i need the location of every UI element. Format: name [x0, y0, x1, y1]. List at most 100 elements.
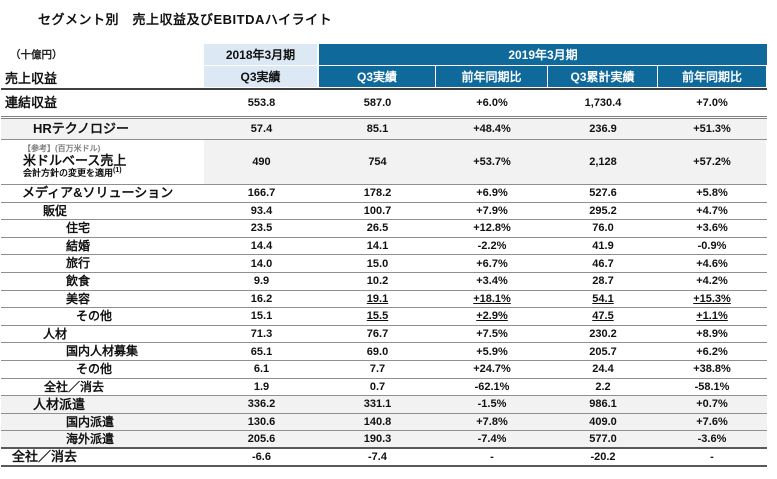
value-cell: 409.0: [548, 416, 658, 429]
value-cell: 76.0: [592, 222, 614, 235]
value-cell: 2,128: [548, 140, 658, 184]
value-cell: 10.2: [366, 275, 389, 288]
table-row: 結婚 14.4 14.1 -2.2% 41.9 -0.9%: [1, 238, 767, 256]
value-cell: -2.2%: [477, 240, 507, 253]
value-cell: +51.3%: [658, 123, 766, 135]
value-cell: +15.3%: [693, 292, 731, 305]
value-cell: +7.6%: [658, 416, 766, 429]
value-cell: 54.1: [592, 292, 614, 305]
table-header-left: （十億円） 売上収益: [1, 44, 204, 88]
header-fy2018: 2018年3月期: [204, 44, 319, 66]
value-cell: +6.2%: [696, 345, 728, 358]
table-row: 全社／消去 -6.6 -7.4 - -20.2 -: [1, 449, 767, 467]
row-label: 国内派遣: [66, 414, 115, 429]
value-cell: 14.0: [250, 257, 273, 270]
row-label: 全社／消去: [12, 448, 78, 464]
value-cell: 19.1: [366, 292, 389, 305]
table-row: 全社／消去 1.9 0.7 -62.1% 2.2 -58.1%: [1, 379, 767, 397]
value-cell: -1.5%: [436, 398, 548, 411]
value-cell: 2.2: [595, 380, 611, 393]
value-cell: +4.6%: [696, 257, 728, 270]
header-col-q3-2018: Q3実績: [204, 66, 319, 88]
value-cell: 130.6: [204, 416, 319, 429]
value-cell: 15.0: [366, 257, 389, 270]
value-cell: 69.0: [366, 345, 389, 358]
value-cell: 65.1: [250, 345, 273, 358]
table-header: （十億円） 売上収益 2018年3月期 2019年3月期 Q3実績 Q3実績 前…: [1, 44, 767, 90]
page-title: セグメント別 売上収益及びEBITDAハイライト: [38, 12, 333, 27]
table-row: 美容 16.2 19.1 +18.1% 54.1 +15.3%: [1, 291, 767, 309]
header-row-columns: Q3実績 Q3実績 前年同期比 Q3累計実績 前年同期比: [204, 66, 767, 88]
row-label-main: 米ドルベース売上: [23, 152, 127, 168]
value-cell: 46.7: [592, 257, 614, 270]
segment-table: （十億円） 売上収益 2018年3月期 2019年3月期 Q3実績 Q3実績 前…: [1, 44, 767, 467]
header-col-q3-2019: Q3実績: [319, 66, 436, 88]
table-row: 旅行 14.0 15.0 +6.7% 46.7 +4.6%: [1, 255, 767, 273]
table-row: 販促 93.4 100.7 +7.9% 295.2 +4.7%: [1, 203, 767, 221]
value-cell: 1,730.4: [584, 97, 622, 109]
table-row: 海外派遣 205.6 190.3 -7.4% 577.0 -3.6%: [1, 431, 767, 449]
value-cell: -: [710, 450, 714, 463]
value-cell: 16.2: [250, 292, 273, 305]
value-cell: 41.9: [592, 240, 614, 253]
value-cell: 57.4: [204, 123, 319, 135]
value-cell: 140.8: [319, 416, 436, 429]
value-cell: +3.6%: [696, 222, 728, 235]
row-label: 【参考】(百万米ドル) 米ドルベース売上 会計方針の変更を適用(1): [1, 144, 204, 178]
value-cell: +12.8%: [473, 222, 511, 235]
value-cell: 76.7: [366, 328, 389, 341]
table-row: その他 6.1 7.7 +24.7% 24.4 +38.8%: [1, 361, 767, 379]
value-cell: -: [490, 450, 494, 463]
unit-label: （十億円）: [10, 49, 63, 61]
value-cell: +1.1%: [696, 310, 728, 323]
table-header-right: 2018年3月期 2019年3月期 Q3実績 Q3実績 前年同期比 Q3累計実績…: [204, 44, 767, 88]
table-row: その他 15.1 15.5 +2.9% 47.5 +1.1%: [1, 308, 767, 326]
value-cell: -7.4%: [436, 433, 548, 446]
value-cell: +5.8%: [696, 187, 728, 200]
value-cell: 6.1: [253, 363, 270, 376]
reference-note: 【参考】(百万米ドル): [23, 144, 101, 154]
row-label: 海外派遣: [66, 431, 115, 446]
value-cell: +7.0%: [696, 97, 728, 109]
table-row: メディア&ソリューション 166.7 178.2 +6.9% 527.6 +5.8%: [1, 185, 767, 203]
footnote-marker: (1): [113, 167, 122, 175]
value-cell: +6.9%: [476, 187, 508, 200]
value-cell: +8.9%: [696, 328, 728, 341]
table-row: 国内人材募集 65.1 69.0 +5.9% 205.7 +6.2%: [1, 343, 767, 361]
table-row: 飲食 9.9 10.2 +3.4% 28.7 +4.2%: [1, 273, 767, 291]
value-cell: 15.5: [366, 310, 389, 323]
value-cell: 14.1: [366, 240, 389, 253]
header-row-period: 2018年3月期 2019年3月期: [204, 44, 767, 66]
row-label: その他: [76, 361, 113, 376]
value-cell: +6.7%: [476, 257, 508, 270]
value-cell: 331.1: [319, 398, 436, 411]
table-row: 連結収益 553.8 587.0 +6.0% 1,730.4 +7.0%: [1, 90, 767, 119]
row-label: 結婚: [66, 238, 91, 253]
row-label: 住宅: [66, 221, 91, 236]
value-cell: 178.2: [363, 187, 392, 200]
table-row: 【参考】(百万米ドル) 米ドルベース売上 会計方針の変更を適用(1) 490 754 +5…: [1, 140, 767, 185]
header-col-yoy-q3: 前年同期比: [436, 66, 548, 88]
value-cell: 9.9: [253, 275, 270, 288]
value-cell: 190.3: [319, 433, 436, 446]
value-cell: +7.9%: [476, 204, 508, 217]
value-cell: +7.5%: [476, 328, 508, 341]
value-cell: 1.9: [253, 380, 270, 393]
value-cell: +24.7%: [473, 363, 511, 376]
value-cell: 527.6: [589, 187, 617, 200]
header-fy2019: 2019年3月期: [319, 44, 767, 66]
value-cell: +38.8%: [693, 363, 731, 376]
value-cell: 587.0: [363, 97, 392, 109]
value-cell: +6.0%: [476, 97, 508, 109]
row-label: 国内人材募集: [66, 344, 139, 359]
value-cell: 236.9: [548, 123, 658, 135]
row-label: 連結収益: [5, 95, 58, 111]
value-cell: 15.1: [250, 310, 273, 323]
table-row: 住宅 23.5 26.5 +12.8% 76.0 +3.6%: [1, 220, 767, 238]
value-cell: 85.1: [319, 123, 436, 135]
value-cell: +7.8%: [436, 416, 548, 429]
row-label: 販促: [43, 203, 68, 218]
row-label: 全社／消去: [44, 379, 105, 394]
value-cell: 71.3: [250, 328, 273, 341]
value-cell: +53.7%: [436, 140, 548, 184]
